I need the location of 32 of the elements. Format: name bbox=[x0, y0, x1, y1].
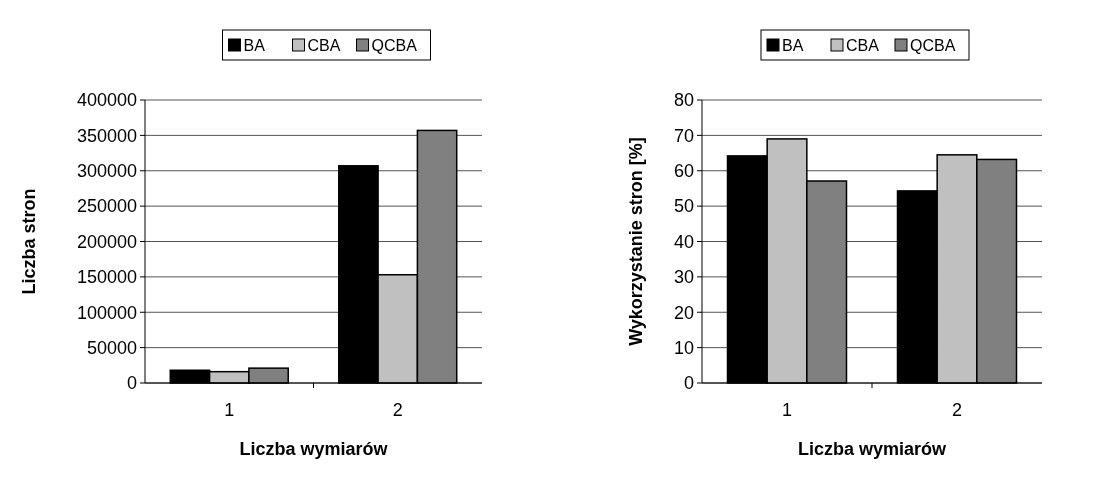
legend-label: QCBA bbox=[910, 36, 956, 54]
y-tick-label: 60 bbox=[673, 161, 694, 182]
y-tick-label: 40 bbox=[673, 231, 694, 252]
y-tick-label: 0 bbox=[126, 373, 137, 394]
y-tick-label: 200000 bbox=[76, 231, 137, 252]
y-tick-label: 20 bbox=[673, 302, 694, 323]
y-tick-label: 0 bbox=[683, 373, 694, 394]
y-tick-label: 300000 bbox=[76, 161, 137, 182]
y-tick-label: 30 bbox=[673, 267, 694, 288]
y-tick-label: 250000 bbox=[76, 196, 137, 217]
x-axis-title: Liczba wymiarów bbox=[797, 439, 948, 459]
y-tick-label: 10 bbox=[673, 337, 694, 358]
x-tick-label: 2 bbox=[951, 400, 963, 420]
legend-label: BA bbox=[782, 36, 804, 54]
x-tick-label: 1 bbox=[781, 400, 793, 420]
y-tick-label: 100000 bbox=[76, 302, 137, 323]
y-tick-label: 150000 bbox=[76, 267, 137, 288]
x-tick-label: 1 bbox=[224, 400, 235, 420]
legend-label: CBA bbox=[307, 36, 341, 54]
y-tick-label: 80 bbox=[673, 90, 694, 111]
y-axis-title: Wykorzystanie stron [%] bbox=[626, 137, 646, 346]
y-tick-label: 400000 bbox=[76, 90, 137, 111]
legend-label: BA bbox=[243, 36, 266, 54]
x-tick-label: 2 bbox=[392, 400, 403, 420]
y-tick-label: 70 bbox=[673, 125, 694, 146]
y-tick-label: 50000 bbox=[86, 337, 137, 358]
legend-label: QCBA bbox=[371, 36, 418, 54]
y-tick-label: 50 bbox=[673, 196, 694, 217]
y-axis-title: Liczba stron bbox=[19, 188, 39, 295]
legend-label: CBA bbox=[846, 36, 880, 54]
y-tick-label: 350000 bbox=[76, 125, 137, 146]
x-axis-title: Liczba wymiarów bbox=[239, 439, 389, 459]
